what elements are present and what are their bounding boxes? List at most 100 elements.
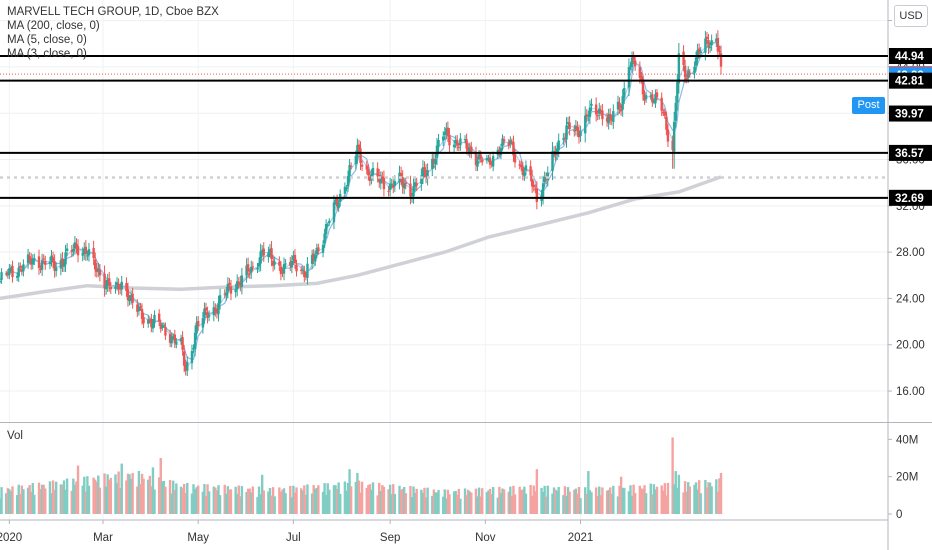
candle-body bbox=[654, 93, 657, 104]
candle bbox=[260, 245, 264, 258]
candle-body bbox=[662, 111, 665, 114]
volume-bar bbox=[86, 476, 89, 514]
candle-body bbox=[574, 125, 578, 130]
volume-bar bbox=[671, 437, 674, 514]
candle bbox=[651, 90, 654, 107]
candle bbox=[599, 105, 603, 116]
candle bbox=[240, 267, 244, 295]
volume-bar bbox=[499, 493, 503, 514]
volume-bar bbox=[694, 482, 698, 514]
volume-bar bbox=[512, 485, 515, 514]
price-label: 44.94 bbox=[889, 48, 932, 65]
candle bbox=[173, 329, 176, 349]
candle-body bbox=[510, 141, 514, 143]
volume-bar bbox=[314, 488, 317, 514]
candle-body bbox=[588, 107, 592, 118]
candle bbox=[42, 254, 45, 264]
candle bbox=[117, 278, 120, 295]
candle bbox=[402, 177, 406, 195]
candle-body bbox=[476, 160, 479, 167]
time-tick-label: 2020 bbox=[0, 532, 22, 544]
volume-bar bbox=[257, 486, 261, 514]
candle bbox=[601, 103, 604, 126]
candle bbox=[348, 159, 351, 183]
candle-body bbox=[704, 38, 707, 53]
candle bbox=[584, 106, 587, 143]
volume-bar bbox=[42, 484, 45, 514]
candle bbox=[541, 175, 545, 205]
candle-body bbox=[404, 182, 407, 185]
candle-body bbox=[437, 139, 440, 147]
candle-body bbox=[256, 267, 259, 269]
candle-body bbox=[148, 320, 152, 322]
chart-title: MARVELL TECH GROUP, 1D, Cboe BZX bbox=[7, 6, 219, 18]
volume-bar bbox=[206, 484, 209, 514]
volume-bar bbox=[555, 490, 559, 514]
candle bbox=[382, 170, 386, 197]
candle-body bbox=[520, 164, 523, 168]
volume-bar bbox=[574, 488, 578, 514]
candle-body bbox=[31, 259, 34, 265]
volume-bar bbox=[452, 491, 456, 514]
candle-body bbox=[412, 185, 415, 197]
candle-body bbox=[623, 88, 626, 98]
candle-body bbox=[142, 317, 145, 324]
candle bbox=[685, 73, 688, 84]
candle bbox=[465, 133, 468, 155]
volume-bar bbox=[65, 478, 69, 514]
candle bbox=[0, 278, 2, 284]
candle bbox=[59, 253, 63, 276]
volume-bar bbox=[649, 483, 652, 514]
candle-body bbox=[273, 261, 276, 265]
volume-bar bbox=[719, 472, 723, 514]
volume-bar bbox=[64, 489, 67, 514]
candle bbox=[223, 289, 226, 299]
candle bbox=[434, 153, 437, 170]
candle-body bbox=[652, 101, 656, 103]
candle-body bbox=[304, 275, 308, 277]
volume-bar bbox=[53, 489, 56, 514]
candle bbox=[716, 30, 720, 60]
candle bbox=[295, 259, 298, 277]
candle-body bbox=[665, 117, 668, 130]
candle-body bbox=[251, 266, 255, 268]
volume-bar bbox=[268, 488, 272, 514]
volume-bar bbox=[596, 496, 599, 514]
volume-bar bbox=[608, 487, 612, 514]
candle-body bbox=[596, 115, 599, 117]
volume-bar bbox=[420, 489, 423, 514]
candle bbox=[485, 154, 489, 164]
candle-body bbox=[186, 361, 189, 371]
volume-bar bbox=[476, 496, 479, 514]
volume-bar bbox=[323, 483, 326, 514]
candle-body bbox=[62, 264, 66, 267]
candle-body bbox=[445, 128, 448, 134]
volume-bar bbox=[518, 486, 521, 514]
candle bbox=[459, 133, 462, 151]
candle bbox=[360, 160, 364, 171]
candle-body bbox=[312, 253, 315, 260]
candle bbox=[104, 279, 108, 295]
volume-bar bbox=[260, 474, 264, 514]
candle-body bbox=[390, 183, 393, 185]
volume-bar bbox=[488, 488, 492, 514]
volume-bar bbox=[19, 493, 22, 514]
currency-button[interactable]: USD bbox=[894, 5, 928, 27]
volume-bar bbox=[72, 478, 75, 514]
volume-bar bbox=[554, 489, 557, 514]
volume-bar bbox=[387, 489, 390, 514]
candle-body bbox=[42, 258, 45, 260]
volume-bar bbox=[117, 471, 120, 514]
ma200-legend: MA (200, close, 0) bbox=[7, 20, 100, 32]
candle-body bbox=[392, 184, 395, 188]
candle-body bbox=[50, 255, 53, 261]
volume-bar bbox=[218, 495, 222, 514]
candle-body bbox=[599, 110, 603, 112]
candle bbox=[452, 139, 456, 152]
candle bbox=[324, 219, 328, 239]
candle bbox=[621, 89, 624, 117]
volume-bar bbox=[284, 493, 287, 514]
candle-body bbox=[22, 264, 25, 272]
candle-body bbox=[206, 312, 209, 318]
